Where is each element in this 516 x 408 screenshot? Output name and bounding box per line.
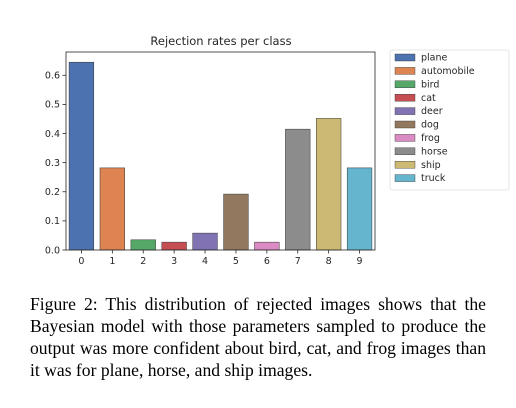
x-tick-label: 7 bbox=[295, 256, 301, 267]
legend-label-ship: ship bbox=[421, 160, 441, 171]
legend-label-deer: deer bbox=[421, 106, 443, 117]
legend-swatch-horse bbox=[394, 147, 416, 156]
x-tick-label: 1 bbox=[109, 256, 115, 267]
x-tick-label: 8 bbox=[326, 256, 332, 267]
bar-2 bbox=[130, 239, 156, 251]
legend-label-frog: frog bbox=[421, 133, 440, 144]
bars bbox=[68, 61, 373, 251]
legend-label-plane: plane bbox=[421, 53, 448, 64]
y-tick-label: 0.1 bbox=[45, 216, 60, 227]
legend-swatch-ship bbox=[394, 160, 416, 169]
bar-3 bbox=[161, 241, 187, 251]
chart-title: Rejection rates per class bbox=[150, 34, 291, 48]
bar-4 bbox=[192, 232, 218, 251]
legend-label-cat: cat bbox=[421, 93, 436, 104]
x-tick-label: 5 bbox=[233, 256, 239, 267]
legend-frame bbox=[389, 49, 510, 191]
x-tick-label: 2 bbox=[140, 256, 146, 267]
legend-swatch-deer bbox=[394, 107, 416, 115]
x-axis: 0 1 2 3 4 5 6 7 8 9 bbox=[78, 250, 363, 267]
x-tick-label: 9 bbox=[357, 256, 363, 267]
legend-label-truck: truck bbox=[421, 173, 446, 184]
bar-9 bbox=[346, 167, 373, 251]
x-tick-label: 0 bbox=[78, 256, 84, 267]
x-tick-label: 3 bbox=[171, 256, 177, 267]
bar-5 bbox=[223, 193, 249, 251]
x-tick-label: 6 bbox=[264, 256, 270, 267]
axes-frame bbox=[65, 51, 376, 251]
y-tick-label: 0.5 bbox=[45, 100, 60, 111]
y-tick-label: 0.6 bbox=[45, 71, 60, 82]
y-axis: 0.0 0.1 0.2 0.3 0.4 0.5 0.6 bbox=[45, 71, 66, 256]
legend-swatch-bird bbox=[394, 80, 416, 89]
bar-8 bbox=[316, 118, 342, 251]
y-tick-label: 0.3 bbox=[45, 158, 60, 169]
legend-label-dog: dog bbox=[421, 120, 439, 131]
bar-7 bbox=[285, 128, 311, 251]
legend-swatch-plane bbox=[394, 53, 416, 62]
legend-swatch-frog bbox=[394, 134, 416, 142]
y-tick-label: 0.4 bbox=[45, 129, 60, 140]
x-tick-label: 4 bbox=[202, 256, 208, 267]
y-tick-label: 0.2 bbox=[45, 187, 60, 198]
legend-swatch-truck bbox=[394, 174, 416, 182]
legend: plane automobile bird cat deer dog frog horse sh… bbox=[389, 49, 510, 191]
legend-swatch-cat bbox=[394, 93, 416, 102]
legend-label-automobile: automobile bbox=[421, 66, 475, 77]
bar-0 bbox=[68, 61, 95, 251]
bar-1 bbox=[99, 167, 125, 251]
legend-label-bird: bird bbox=[421, 79, 439, 90]
legend-swatch-dog bbox=[394, 120, 416, 129]
legend-swatch-automobile bbox=[394, 67, 416, 75]
legend-label-horse: horse bbox=[421, 146, 448, 157]
bar-6 bbox=[254, 241, 280, 251]
y-tick-label: 0.0 bbox=[45, 245, 60, 256]
bar-chart: Rejection rates per class 0.00.10.20.30.… bbox=[45, 34, 510, 267]
figure-caption: Figure 2: This distribution of rejected … bbox=[30, 294, 486, 380]
